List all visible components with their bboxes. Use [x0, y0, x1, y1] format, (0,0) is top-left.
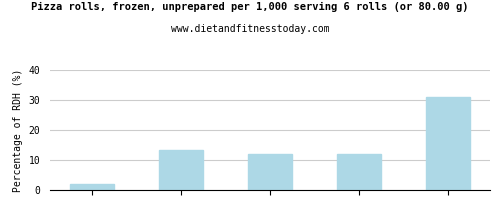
Bar [159, 150, 204, 190]
Bar [336, 154, 381, 190]
Bar [70, 184, 114, 190]
Bar [248, 154, 292, 190]
Text: www.dietandfitnesstoday.com: www.dietandfitnesstoday.com [170, 24, 330, 34]
Text: Pizza rolls, frozen, unprepared per 1,000 serving 6 rolls (or 80.00 g): Pizza rolls, frozen, unprepared per 1,00… [31, 2, 469, 12]
Y-axis label: Percentage of RDH (%): Percentage of RDH (%) [13, 68, 23, 192]
Bar [426, 97, 470, 190]
